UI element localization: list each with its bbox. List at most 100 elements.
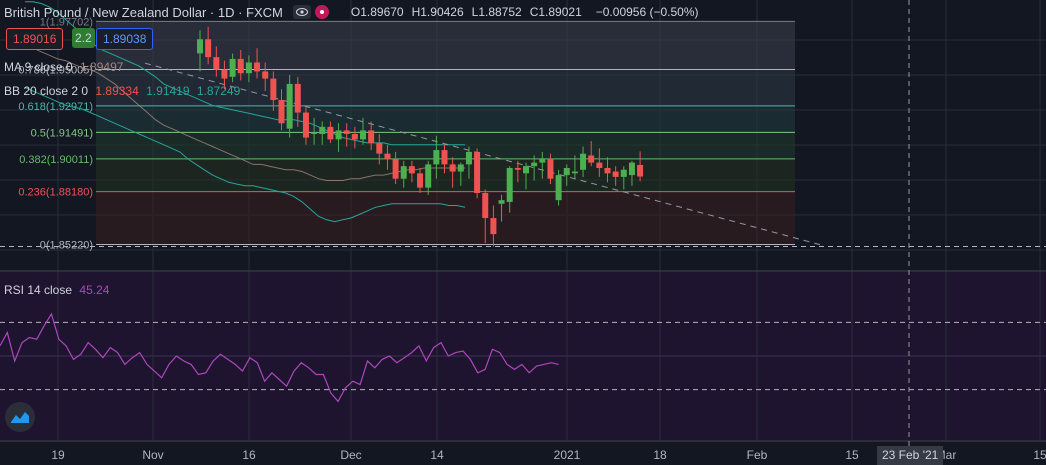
candle-body bbox=[417, 173, 424, 188]
candle-body bbox=[237, 58, 244, 74]
candle-body bbox=[286, 83, 293, 129]
ma-legend[interactable]: MA 9 close 0 1.89497 bbox=[4, 60, 123, 74]
candle-body bbox=[254, 62, 261, 72]
more-options-icon[interactable] bbox=[314, 5, 329, 19]
candle-up bbox=[465, 146, 472, 179]
candle-down bbox=[612, 166, 619, 186]
candle-down bbox=[376, 134, 383, 165]
ohlc-change: −0.00956 (−0.50%) bbox=[595, 5, 699, 19]
candle-up bbox=[498, 194, 505, 222]
candle-down bbox=[441, 144, 448, 174]
candle-body bbox=[563, 167, 570, 176]
candle-down bbox=[482, 189, 489, 244]
time-axis[interactable]: 19 Nov 16 Dec 14 2021 18 Feb 15 Mar 15 bbox=[51, 448, 1046, 462]
time-axis-label: Feb bbox=[747, 448, 768, 462]
buy-button[interactable]: 1.89038 bbox=[96, 28, 154, 50]
candle-up bbox=[197, 30, 203, 72]
symbol-header: British Pound / New Zealand Dollar · 1D … bbox=[0, 0, 707, 24]
rsi-legend[interactable]: RSI 14 close 45.24 bbox=[4, 283, 109, 297]
candle-body bbox=[245, 62, 252, 74]
candle-down bbox=[417, 167, 424, 193]
candle-body bbox=[311, 132, 318, 134]
fib-zone bbox=[96, 69, 795, 106]
candle-up bbox=[433, 135, 440, 179]
candle-down bbox=[278, 89, 285, 131]
candle-body bbox=[628, 162, 635, 176]
candle-down bbox=[449, 157, 456, 188]
candle-body bbox=[531, 162, 538, 167]
candle-up bbox=[245, 55, 252, 83]
fib-level-label: 0.786(1.95005) bbox=[18, 65, 93, 77]
fib-level-label: 0.5(1.91491) bbox=[31, 127, 93, 139]
bb-legend-upper: 1.91419 bbox=[146, 84, 190, 98]
candle-body bbox=[433, 150, 440, 165]
candle-up bbox=[360, 117, 366, 145]
candle-body bbox=[596, 162, 603, 168]
candle-down bbox=[637, 151, 644, 182]
fib-level-label: 0.236(1.88180) bbox=[18, 187, 93, 199]
candle-body bbox=[360, 130, 366, 140]
candle-body bbox=[604, 167, 611, 174]
symbol-title[interactable]: British Pound / New Zealand Dollar · 1D … bbox=[4, 4, 283, 20]
fibonacci-retracement[interactable]: 1(1.97702) 0.786(1.95005) 0.618(1.92971) 0.… bbox=[0, 16, 1046, 251]
candle-up bbox=[286, 75, 293, 138]
candle-down bbox=[474, 148, 481, 199]
candle-body bbox=[547, 159, 554, 179]
candle-body bbox=[197, 39, 203, 54]
candle-body bbox=[327, 126, 334, 140]
candle-body bbox=[474, 151, 481, 193]
candle-body bbox=[441, 150, 448, 165]
candle-body bbox=[343, 130, 350, 134]
candle-body bbox=[425, 164, 432, 188]
candle-body bbox=[400, 166, 407, 179]
candle-up bbox=[457, 162, 464, 186]
bollinger-lower-line bbox=[24, 87, 466, 223]
fib-zone bbox=[96, 21, 795, 70]
candle-up bbox=[523, 162, 529, 190]
candle-up bbox=[319, 121, 326, 145]
candle-body bbox=[221, 69, 228, 79]
candle-up bbox=[563, 164, 570, 186]
candle-down bbox=[547, 153, 554, 185]
time-axis-label: Nov bbox=[142, 448, 163, 462]
candle-up bbox=[425, 160, 432, 195]
candles[interactable] bbox=[197, 26, 644, 247]
candle-body bbox=[457, 164, 464, 172]
candle-body bbox=[392, 159, 399, 179]
eye-icon[interactable] bbox=[292, 5, 311, 19]
candle-up bbox=[620, 166, 627, 190]
time-axis-label: 19 bbox=[51, 448, 65, 462]
tradingview-logo-icon[interactable] bbox=[5, 402, 35, 432]
candle-up bbox=[335, 123, 342, 152]
candle-body bbox=[335, 130, 342, 140]
candle-body bbox=[229, 58, 236, 77]
candle-body bbox=[262, 71, 269, 79]
trend-line[interactable] bbox=[144, 62, 821, 246]
fib-level-label: 1(1.97702) bbox=[40, 16, 93, 28]
ohlc-close: C1.89021 bbox=[529, 5, 582, 19]
candle-body bbox=[465, 151, 472, 165]
moving-average bbox=[24, 45, 466, 181]
candle-down bbox=[384, 144, 391, 170]
candle-down bbox=[351, 126, 358, 149]
candle-body bbox=[351, 134, 358, 140]
candle-up bbox=[506, 166, 513, 213]
candle-body bbox=[449, 164, 456, 172]
candle-down bbox=[604, 157, 611, 183]
candle-up bbox=[571, 155, 578, 179]
candle-down bbox=[514, 160, 521, 183]
time-axis-label: 15 bbox=[845, 448, 859, 462]
time-axis-label: Dec bbox=[340, 448, 361, 462]
candle-down bbox=[213, 46, 220, 77]
candle-body bbox=[270, 78, 277, 101]
spread-badge: 2.2 bbox=[72, 28, 95, 48]
candle-up bbox=[400, 160, 407, 188]
candle-body bbox=[319, 126, 326, 134]
candle-body bbox=[612, 171, 619, 177]
ma-line bbox=[24, 45, 466, 181]
bb-legend[interactable]: BB 20 close 2 0 1.89334 1.91419 1.87249 bbox=[4, 84, 240, 98]
candle-up bbox=[311, 117, 318, 145]
sell-button[interactable]: 1.89016 bbox=[6, 28, 64, 50]
candle-body bbox=[376, 142, 383, 154]
